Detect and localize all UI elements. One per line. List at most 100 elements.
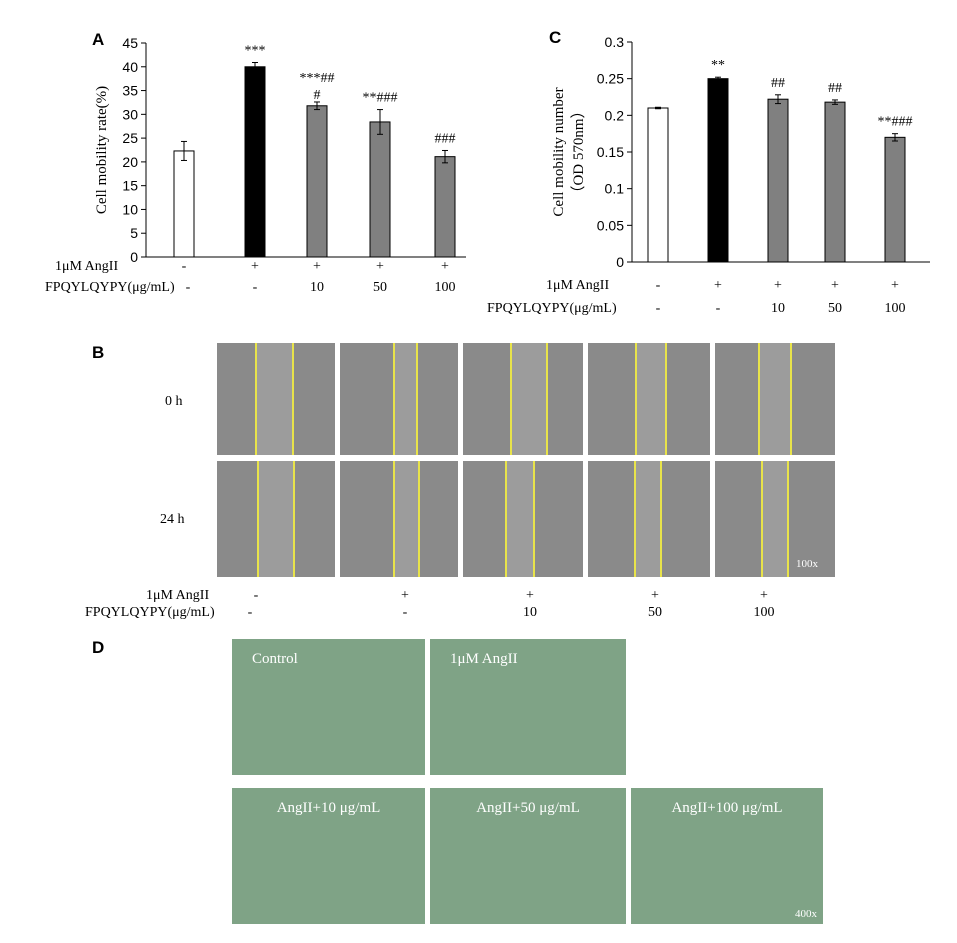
scratch-edge-line [505,461,507,577]
chart-a-bar [306,105,328,258]
scratch-edge-line [761,461,763,577]
scratch-edge-line [665,343,667,455]
chart-a-y-tick-label: 35 [122,83,138,99]
chart-a-row-label: 1μM AngII [55,259,118,274]
scratch-edge-line [393,461,395,577]
chart-c-y-tick-label: 0 [616,254,624,270]
chart-a-bar [173,150,195,258]
scratch-cond-value: - [402,605,408,620]
scratch-cond-value: - [253,588,259,603]
scratch-edge-line [257,461,259,577]
chart-a-significance-label: # [314,88,321,103]
transwell-label: AngII+10 μg/mL [276,800,381,816]
chart-a-significance-label: ### [435,131,456,146]
chart-a-y-tick-label: 5 [130,225,138,241]
chart-c-y-axis-label: Cell mobility number [551,87,567,216]
scratch-image [340,461,458,577]
scratch-edge-line [787,461,789,577]
chart-c-row-value: + [714,278,722,293]
scratch-image [217,461,335,577]
chart-a-y-tick-label: 30 [122,106,138,122]
chart-a-y-tick-label: 25 [122,130,138,146]
chart-a-row-value: + [376,259,384,274]
chart-a-row-value: 50 [373,280,387,295]
chart-c-y-tick-label: 0.05 [597,217,624,233]
scratch-row-label-24h: 24 h [160,512,185,527]
transwell-image-control: Control [232,639,425,775]
scratch-image [463,343,583,455]
chart-a-bar [434,156,456,258]
chart-a-bar [369,121,391,258]
chart-c-row-value: - [656,301,661,316]
chart-c-row-value: + [831,278,839,293]
chart-c-row-label: 1μM AngII [546,278,609,293]
chart-a-y-tick-label: 15 [122,178,138,194]
scratch-image [588,461,710,577]
scratch-cond-value: + [651,588,659,603]
scratch-cond-value: + [760,588,768,603]
scratch-edge-line [255,343,257,455]
scratch-edge-line [660,461,662,577]
scratch-cond-value: + [526,588,534,603]
scratch-edge-line [790,343,792,455]
chart-a-y-tick-label: 45 [122,35,138,51]
scratch-cond-value: 10 [523,605,537,620]
transwell-image-10: AngII+10 μg/mL [232,788,425,924]
chart-a-y-tick-label: 40 [122,59,138,75]
chart-a-y-tick-label: 0 [130,249,138,265]
scratch-edge-line [546,343,548,455]
chart-c-y-tick-label: 0.3 [605,34,625,50]
chart-a-row-value: - [186,280,191,295]
chart-c-y-axis-label: （OD 570nm） [570,103,587,200]
scratch-cond-value: + [401,588,409,603]
scratch-edge-line [635,343,637,455]
chart-a-row-value: + [313,259,321,274]
scratch-edge-line [510,343,512,455]
scratch-edge-line [416,343,418,455]
chart-c-row-value: - [656,278,661,293]
chart-a-row-value: 100 [435,280,456,295]
transwell-image-100: AngII+100 μg/mL 400x [631,788,823,924]
chart-c-bar [884,136,906,263]
scratch-magnification: 100x [796,558,818,570]
scratch-image [217,343,335,455]
chart-c-bar [647,107,669,263]
scratch-edge-line [292,343,294,455]
chart-c-row-label: FPQYLQYPY(μg/mL) [487,301,617,316]
scratch-image [588,343,710,455]
chart-c-y-tick-label: 0.2 [605,107,625,123]
chart-c-significance-label: **### [878,115,913,130]
scratch-row-label-0h: 0 h [165,394,183,409]
chart-c-y-tick-label: 0.1 [605,181,625,197]
panel-letter-d: D [92,638,105,657]
transwell-label: AngII+50 μg/mL [476,800,580,816]
chart-c-row-value: 50 [828,301,842,316]
chart-a-row-value: 10 [310,280,324,295]
scratch-cond-value: 100 [753,605,775,620]
transwell-label: 1μM AngII [450,651,518,667]
panel-letter-c: C [549,28,562,47]
chart-a-bar [244,66,266,258]
chart-a-row-value: - [182,259,187,274]
scratch-image [463,461,583,577]
chart-c-bar [767,98,789,263]
scratch-image [340,343,458,455]
panel-letter-b: B [92,343,105,362]
chart-a-row-label: FPQYLQYPY(μg/mL) [45,280,175,295]
chart-c-row-value: 100 [885,301,906,316]
chart-c-y-tick-label: 0.15 [597,144,624,160]
panel-letter-a: A [92,30,105,49]
scratch-cond-label-angii: 1μM AngII [146,588,210,603]
scratch-cond-value: - [247,605,253,620]
chart-a-significance-label: *** [245,43,266,58]
chart-a-significance-label: **### [363,91,398,106]
chart-a-row-value: - [253,280,258,295]
scratch-edge-line [758,343,760,455]
transwell-image-50: AngII+50 μg/mL [430,788,626,924]
chart-c-significance-label: ** [711,58,725,73]
chart-c-y-tick-label: 0.25 [597,71,624,87]
scratch-edge-line [293,461,295,577]
chart-c-significance-label: ## [828,81,842,96]
chart-a-y-tick-label: 20 [122,154,138,170]
chart-c-bar [707,78,729,263]
